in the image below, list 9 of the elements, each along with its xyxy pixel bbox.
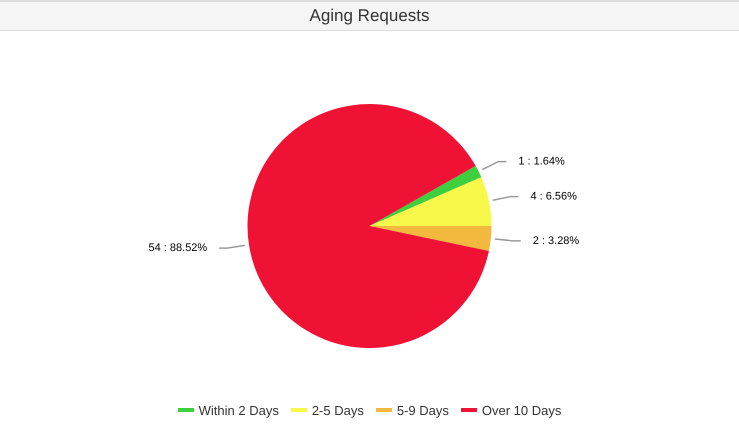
data-label: 54 : 88.52% — [148, 242, 208, 254]
legend-label: Within 2 Days — [198, 402, 279, 418]
legend-label: 2-5 Days — [312, 402, 364, 418]
chart-title: Aging Requests — [0, 0, 739, 31]
legend-label: Over 10 Days — [482, 402, 562, 418]
legend-label: 5-9 Days — [396, 402, 449, 418]
data-label: 2 : 3.28% — [532, 234, 580, 247]
data-label: 4 : 6.56% — [530, 190, 578, 203]
data-label: 1 : 1.64% — [518, 156, 566, 168]
